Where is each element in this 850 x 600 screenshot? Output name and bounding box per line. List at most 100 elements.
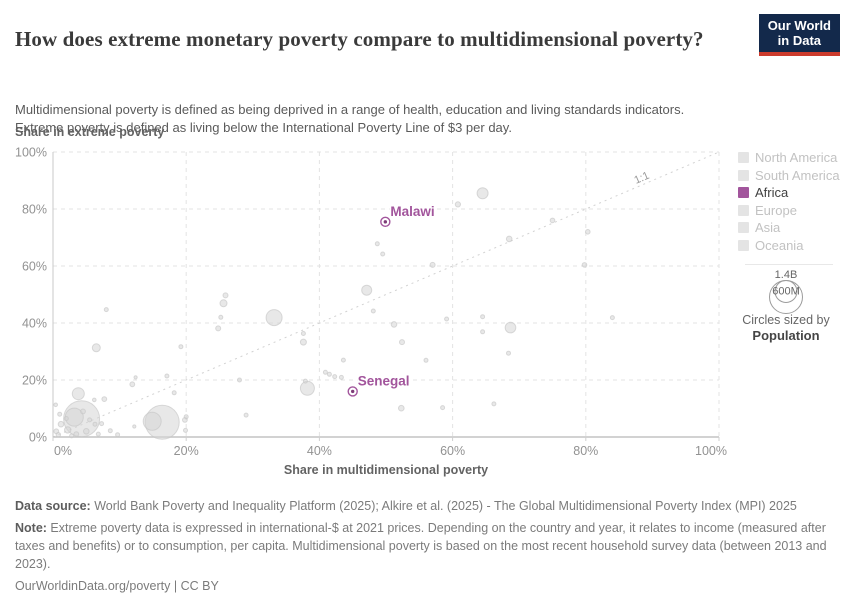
data-point[interactable] [92,421,98,427]
size-legend-small-label: 600M [772,286,800,298]
data-point[interactable] [164,373,170,379]
country-marker-dot-senegal [351,389,355,394]
data-point[interactable] [265,309,283,327]
data-point[interactable] [374,241,380,247]
data-point[interactable] [87,417,93,423]
note-text: Extreme poverty data is expressed in int… [15,521,827,571]
data-point[interactable] [99,421,105,427]
data-point[interactable] [53,402,59,408]
country-label-senegal[interactable]: Senegal [356,372,411,390]
legend-swatch-south-america [738,169,749,181]
data-point[interactable] [142,411,162,431]
size-legend: 1.4B 600M [769,269,803,314]
data-point[interactable] [380,251,386,257]
owid-logo-line1: Our World [767,18,831,33]
data-point[interactable] [57,411,63,417]
data-point[interactable] [505,235,513,243]
data-point[interactable] [549,217,556,224]
data-point[interactable] [300,331,306,336]
data-point[interactable] [585,229,591,235]
data-point[interactable] [237,377,242,383]
data-point[interactable] [71,387,85,401]
legend-label-europe: Europe [755,202,797,218]
owid-logo[interactable]: Our World in Data [758,14,840,56]
data-point[interactable] [390,321,398,328]
data-point[interactable] [326,371,332,377]
data-point[interactable] [215,325,222,332]
y-tick-label: 40% [22,317,47,331]
data-point[interactable] [73,431,80,438]
legend-item-north-america[interactable]: North America [738,149,838,167]
legend-item-europe[interactable]: Europe [738,202,838,220]
legend-item-asia[interactable]: Asia [738,219,838,237]
data-point[interactable] [480,329,486,335]
data-point[interactable] [69,433,75,439]
data-point[interactable] [91,343,101,353]
legend-item-africa[interactable]: Africa [738,184,838,202]
data-point[interactable] [399,339,405,346]
data-point[interactable] [129,381,136,388]
data-point[interactable] [476,187,489,200]
data-point[interactable] [63,416,69,421]
y-tick-label: 60% [22,260,47,274]
data-point[interactable] [506,350,511,356]
data-point[interactable] [92,397,97,403]
data-point[interactable] [398,404,405,412]
data-point[interactable] [322,369,328,375]
legend-item-oceania[interactable]: Oceania [738,237,838,255]
legend-label-north-america: North America [755,150,838,166]
data-point[interactable] [299,338,307,346]
data-point[interactable] [95,431,101,437]
country-label-malawi[interactable]: Malawi [389,202,436,220]
legend-label-oceania: Oceania [755,237,804,253]
data-point[interactable] [171,390,177,396]
data-point[interactable] [132,424,137,429]
size-legend-large-label: 1.4B [775,269,798,281]
data-point[interactable] [55,432,61,438]
legend-swatch-africa [738,187,749,199]
x-tick-label: 100% [695,444,727,458]
data-point[interactable] [218,314,224,320]
data-point[interactable] [491,401,497,407]
size-legend-caption: Circles sized by [742,313,830,327]
legend-swatch-oceania [738,239,749,251]
data-point[interactable] [83,428,90,435]
data-point[interactable] [57,420,65,428]
data-point[interactable] [219,299,228,308]
data-point[interactable] [361,284,373,296]
data-point[interactable] [243,412,249,418]
data-point[interactable] [64,426,72,434]
data-point[interactable] [332,374,338,380]
data-point[interactable] [454,201,461,208]
data-point[interactable] [581,262,588,268]
legend-item-south-america[interactable]: South America [738,167,840,185]
data-point[interactable] [133,375,138,380]
data-point[interactable] [103,307,109,313]
data-point[interactable] [178,344,184,350]
legend-swatch-north-america [738,152,749,164]
data-point[interactable] [423,357,429,363]
data-point[interactable] [440,405,446,411]
data-point[interactable] [80,408,86,415]
one-to-one-line [52,151,720,438]
data-point[interactable] [115,432,121,438]
data-point[interactable] [222,292,229,299]
data-point[interactable] [183,427,188,433]
data-point[interactable] [299,380,315,396]
data-point[interactable] [609,315,615,321]
data-point[interactable] [444,316,450,322]
data-point[interactable] [107,428,113,434]
data-point[interactable] [101,396,108,403]
data-point[interactable] [338,374,344,380]
note-line: Note: Extreme poverty data is expressed … [15,519,837,573]
data-point[interactable] [370,308,376,314]
data-point[interactable] [183,414,189,420]
data-point[interactable] [340,357,346,363]
data-point[interactable] [302,378,308,384]
data-point[interactable] [504,321,517,334]
data-point[interactable] [429,261,436,268]
data-point[interactable] [480,314,486,320]
one-to-one-label: 1:1 [632,170,651,187]
citation-line: OurWorldinData.org/poverty | CC BY [15,579,219,593]
